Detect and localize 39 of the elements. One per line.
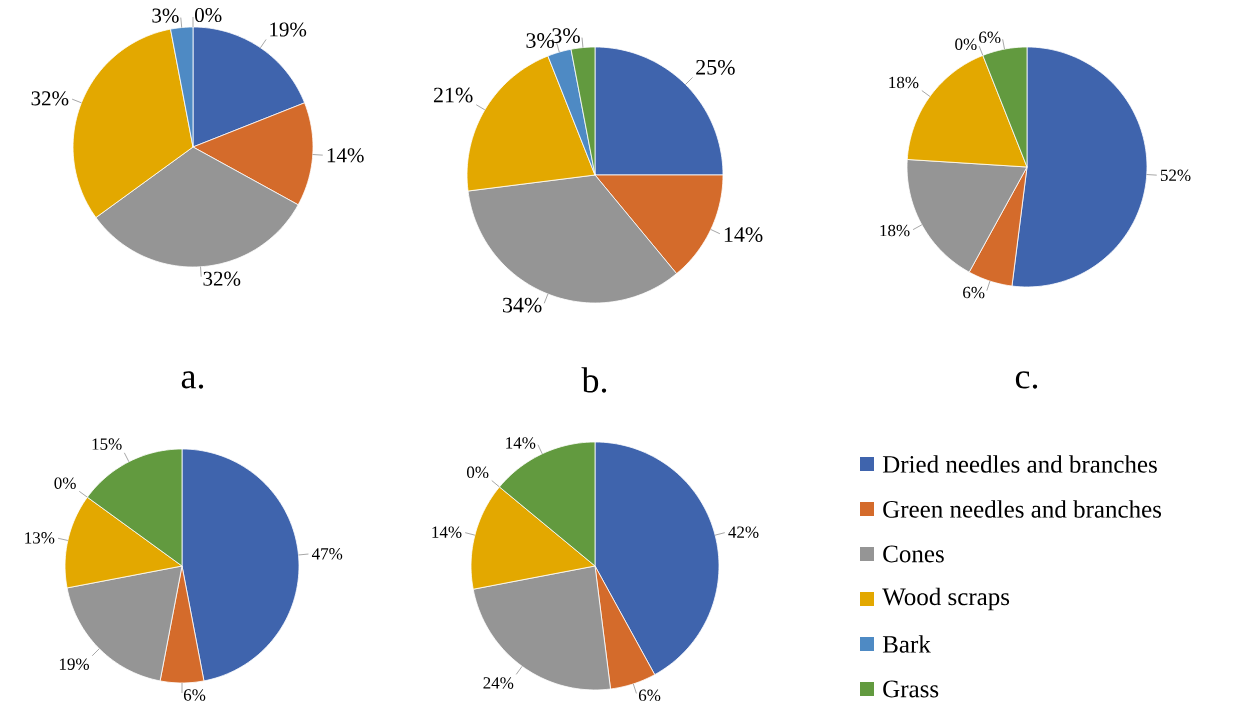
data-label: 47%	[311, 548, 343, 560]
data-label: 3%	[152, 8, 179, 23]
data-label: 14%	[506, 437, 536, 449]
data-label: 6%	[963, 286, 985, 299]
data-label: 6%	[183, 689, 206, 701]
legend-label: Green needles and branches	[883, 500, 1162, 518]
legend-label: Cones	[883, 545, 944, 563]
data-label: 18%	[880, 224, 910, 237]
text: c.	[1015, 371, 1038, 389]
data-label: 3%	[526, 33, 555, 49]
data-label: 14%	[327, 148, 364, 163]
data-label: 32%	[31, 91, 69, 106]
text: a.	[181, 371, 204, 389]
text: 0%	[955, 38, 977, 51]
text: 0%	[467, 466, 489, 479]
data-label: 52%	[1160, 169, 1191, 182]
legend-label: Dried needles and branches	[882, 455, 1157, 473]
data-label: 19%	[59, 658, 90, 670]
data-label: 15%	[92, 438, 122, 450]
data-label: 19%	[270, 22, 307, 37]
data-label: 42%	[728, 526, 759, 538]
legend-label: Wood scraps	[882, 587, 1010, 611]
data-label: 18%	[889, 76, 919, 89]
data-label: 6%	[638, 689, 661, 702]
legend-label: Grass	[883, 680, 939, 698]
data-label: 14%	[432, 526, 462, 538]
data-label: 14%	[724, 227, 763, 243]
data-label: 21%	[433, 87, 473, 103]
text: 0%	[54, 477, 76, 489]
data-label: 32%	[203, 271, 241, 286]
text: b.	[581, 367, 607, 393]
legend-label: Bark	[882, 635, 931, 653]
data-label: 24%	[483, 677, 514, 689]
data-label: 25%	[696, 59, 735, 75]
text: 0%	[195, 7, 222, 23]
data-label: 6%	[979, 31, 1001, 44]
data-label: 34%	[503, 297, 542, 313]
data-label: 13%	[25, 532, 55, 544]
data-label: 3%	[552, 28, 580, 44]
